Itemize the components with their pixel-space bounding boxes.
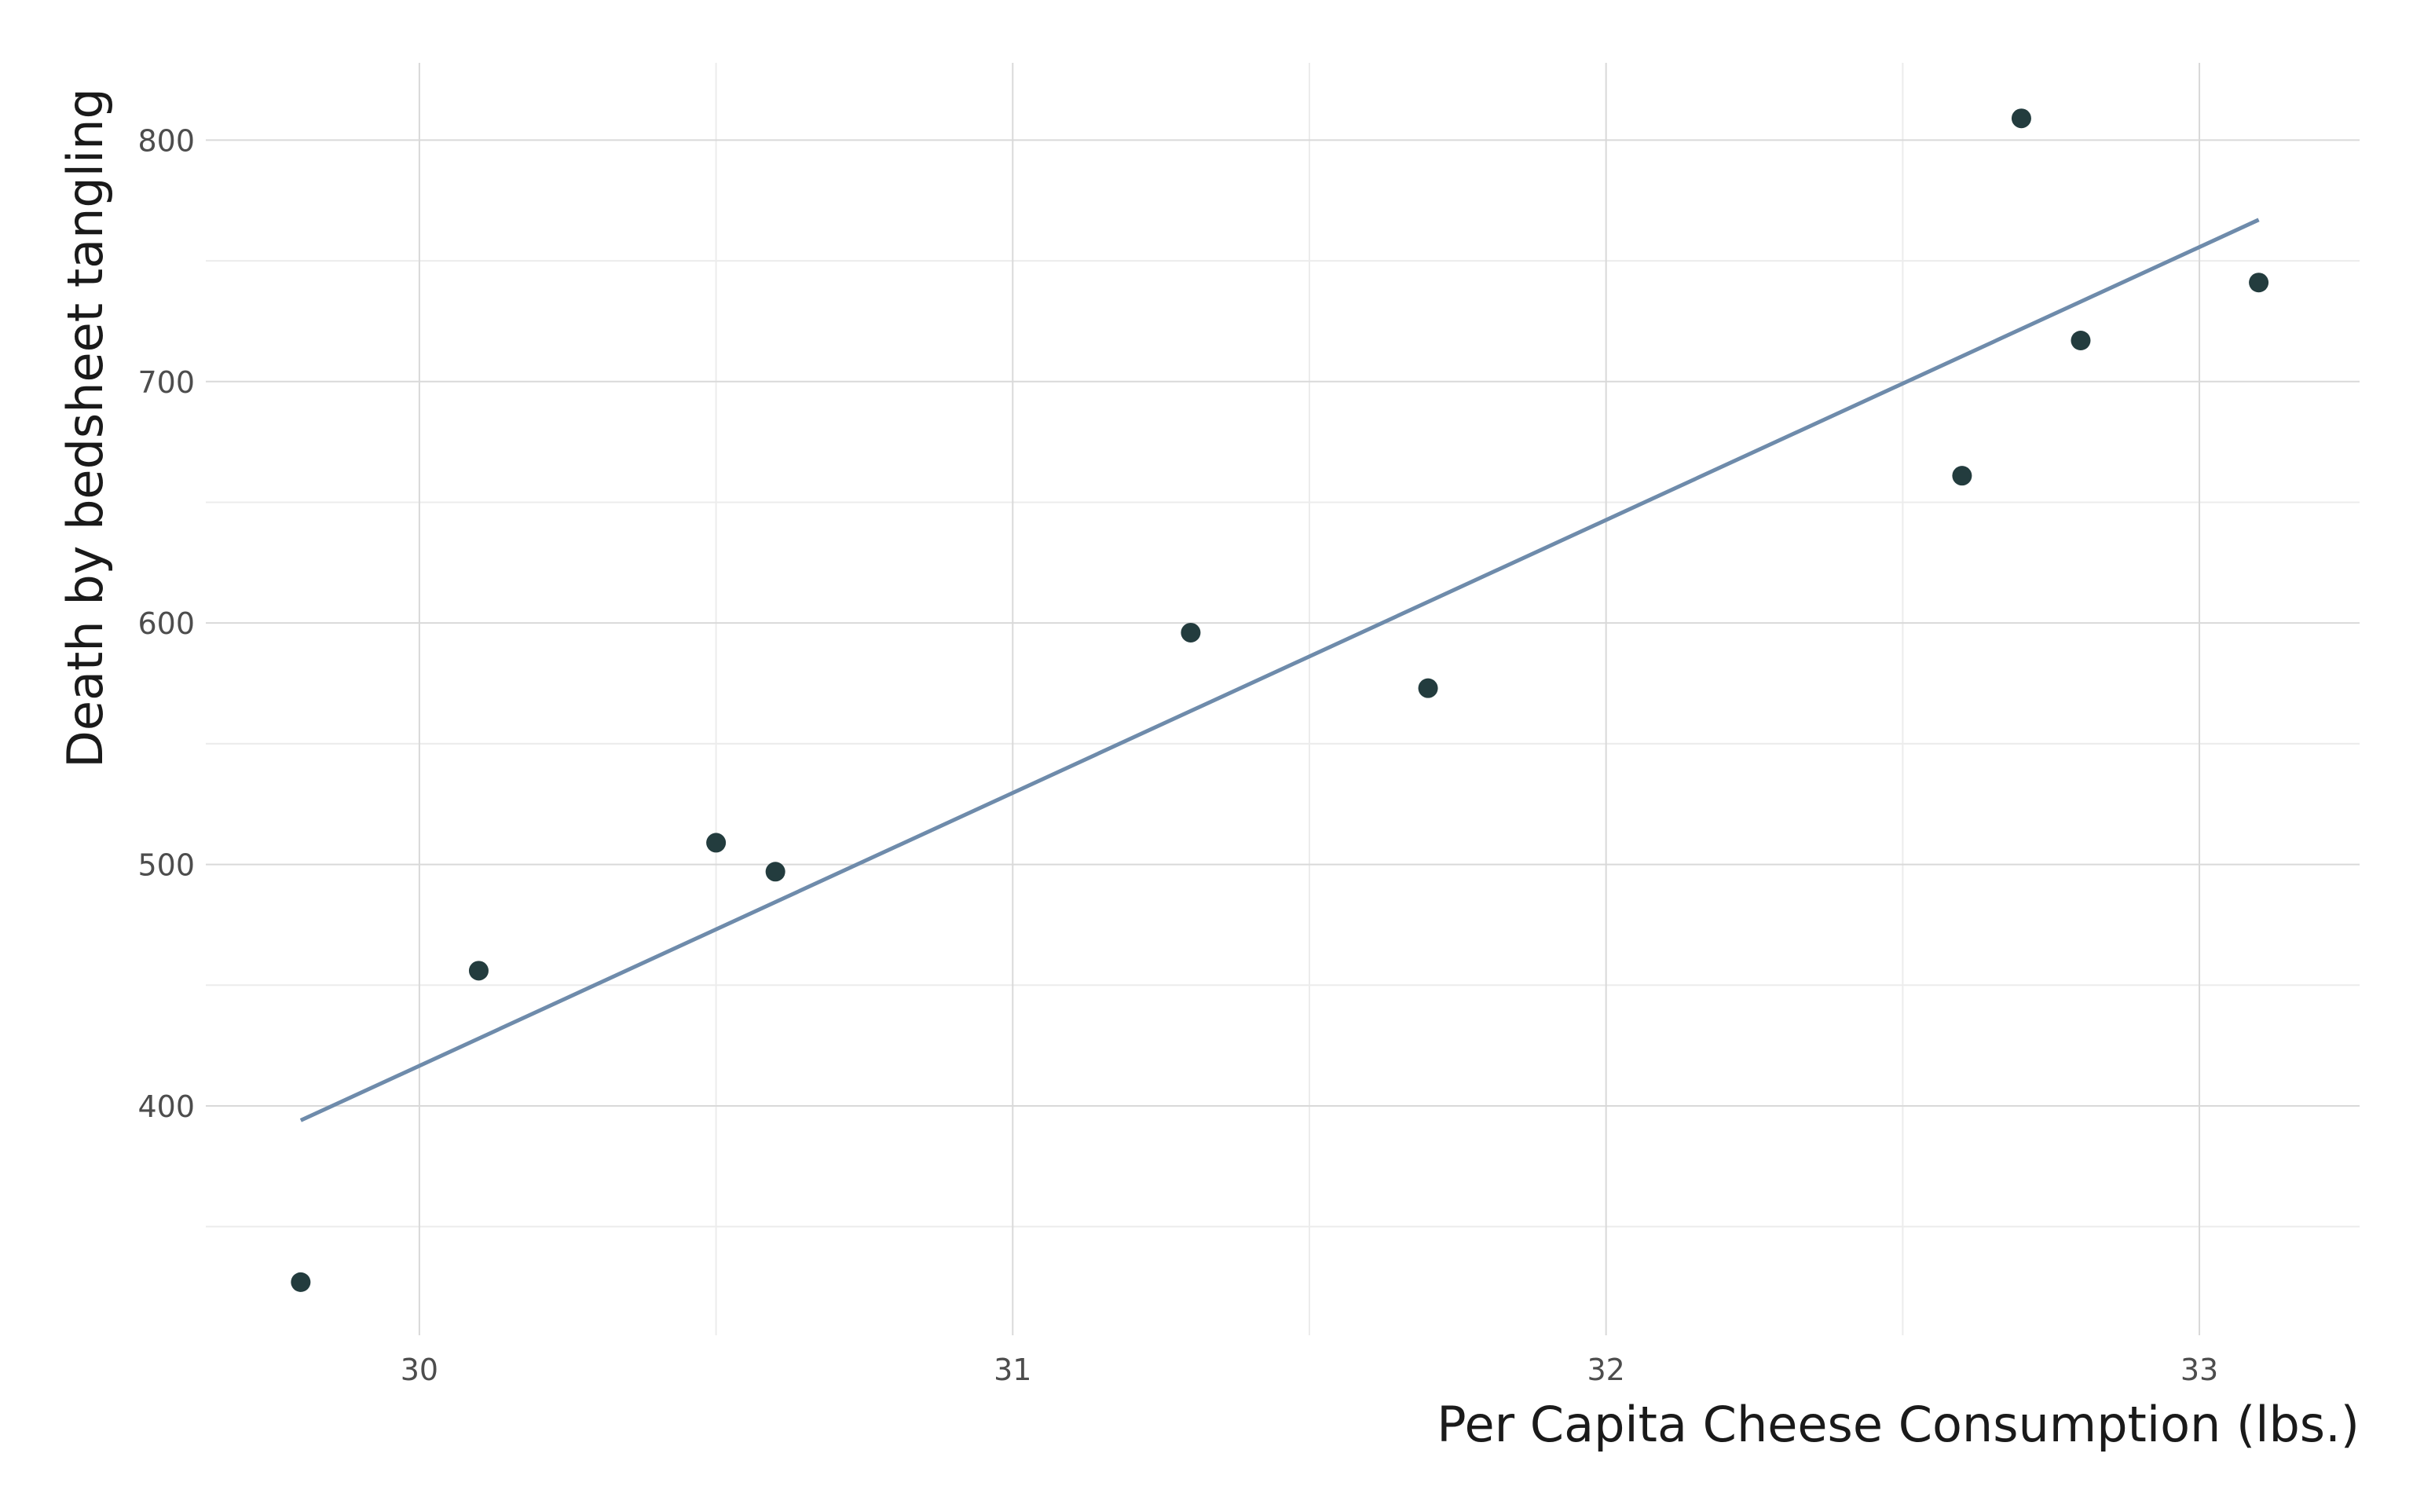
data-point [2011, 108, 2031, 129]
data-point [706, 833, 727, 853]
x-tick-label: 31 [994, 1353, 1031, 1387]
data-point [291, 1272, 311, 1292]
x-axis-title: Per Capita Cheese Consumption (lbs.) [1437, 1396, 2360, 1453]
data-point [1181, 622, 1201, 643]
y-axis-ticks: 400 500 600 700 800 [137, 123, 195, 1124]
y-tick-label: 700 [137, 365, 195, 400]
grid [206, 63, 2360, 1335]
x-tick-label: 30 [401, 1353, 438, 1387]
points-layer [291, 108, 2269, 1292]
fit-line [299, 218, 2260, 1122]
x-axis-ticks: 30 31 32 33 [401, 1353, 2218, 1387]
y-axis-title: Death by bedsheet tangling [57, 88, 114, 768]
y-tick-label: 600 [137, 606, 195, 641]
data-point [2071, 331, 2091, 351]
y-tick-label: 400 [137, 1089, 195, 1124]
data-point [765, 862, 785, 882]
y-tick-label: 500 [137, 848, 195, 883]
data-point [468, 961, 489, 981]
data-point [1952, 466, 1972, 486]
fit-line-layer [299, 218, 2260, 1122]
x-tick-label: 32 [1587, 1353, 1624, 1387]
data-point [1418, 678, 1438, 698]
data-point [2249, 273, 2269, 293]
y-tick-label: 800 [137, 123, 195, 158]
x-tick-label: 33 [2180, 1353, 2218, 1387]
